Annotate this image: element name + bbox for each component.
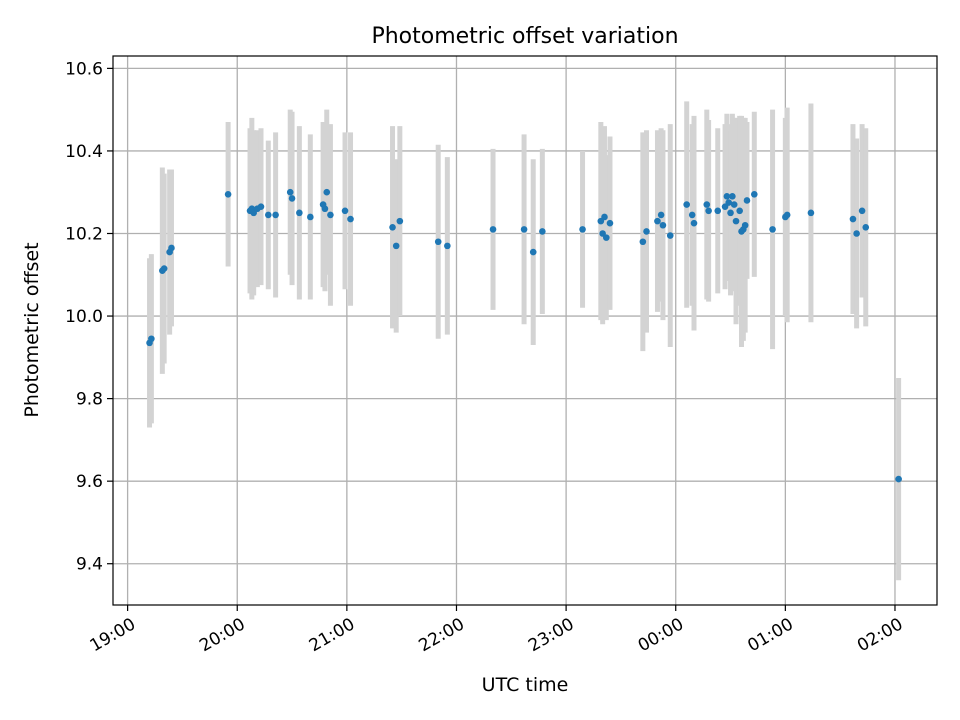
y-tick-label: 9.4 bbox=[76, 555, 103, 575]
data-points bbox=[146, 188, 902, 483]
data-point bbox=[729, 193, 736, 200]
data-point bbox=[539, 228, 546, 235]
data-point bbox=[264, 211, 272, 219]
data-point bbox=[657, 211, 665, 219]
data-point bbox=[736, 207, 743, 215]
x-axis-label: UTC time bbox=[482, 674, 569, 696]
data-point bbox=[321, 205, 329, 213]
data-point bbox=[683, 201, 690, 208]
data-point bbox=[741, 221, 749, 229]
data-point bbox=[849, 215, 857, 223]
data-point bbox=[168, 244, 175, 252]
data-point bbox=[688, 211, 696, 219]
data-point bbox=[666, 232, 674, 239]
data-point bbox=[769, 226, 776, 233]
data-point bbox=[389, 224, 396, 231]
data-point bbox=[807, 209, 815, 217]
y-tick-label: 10.2 bbox=[65, 224, 103, 244]
y-tick-label: 10.4 bbox=[65, 142, 103, 162]
data-point bbox=[286, 188, 294, 196]
plot-area-frame bbox=[112, 55, 938, 606]
y-tick-label: 10.6 bbox=[65, 59, 103, 79]
data-point bbox=[160, 265, 168, 272]
data-point bbox=[714, 207, 722, 215]
data-point bbox=[224, 190, 232, 198]
data-point bbox=[862, 224, 870, 231]
data-point bbox=[743, 197, 751, 204]
data-point bbox=[725, 199, 733, 206]
data-point bbox=[783, 211, 791, 219]
data-point bbox=[323, 188, 331, 196]
data-point bbox=[529, 248, 537, 256]
data-point bbox=[601, 213, 608, 221]
data-point bbox=[750, 190, 758, 198]
data-point bbox=[654, 217, 661, 225]
data-point bbox=[690, 219, 698, 227]
data-point bbox=[858, 207, 866, 215]
data-point bbox=[732, 217, 740, 225]
data-point bbox=[703, 201, 711, 208]
y-tick-label: 10.0 bbox=[65, 307, 103, 327]
data-point bbox=[727, 209, 734, 217]
chart-title: Photometric offset variation bbox=[371, 24, 678, 49]
data-point bbox=[639, 238, 647, 246]
data-point bbox=[257, 203, 265, 210]
data-point bbox=[853, 230, 860, 237]
data-point bbox=[347, 215, 354, 223]
data-point bbox=[489, 226, 497, 233]
data-point bbox=[434, 238, 442, 246]
data-point bbox=[296, 209, 303, 217]
y-tick-label: 9.6 bbox=[76, 472, 103, 492]
data-point bbox=[579, 226, 586, 233]
data-point bbox=[341, 207, 349, 215]
data-point bbox=[272, 211, 279, 219]
y-tick-label: 9.8 bbox=[76, 390, 103, 410]
data-point bbox=[327, 211, 334, 219]
data-point bbox=[895, 475, 902, 483]
data-point bbox=[444, 242, 451, 250]
data-point bbox=[392, 242, 400, 250]
data-point bbox=[606, 219, 614, 227]
data-point bbox=[723, 193, 731, 200]
data-point bbox=[396, 217, 404, 225]
data-point bbox=[659, 221, 667, 229]
data-point bbox=[307, 213, 314, 221]
data-point bbox=[288, 195, 296, 202]
data-point bbox=[603, 234, 610, 241]
data-point bbox=[705, 207, 712, 215]
data-point bbox=[730, 201, 738, 208]
y-axis-label: Photometric offset bbox=[21, 242, 43, 417]
y-axis: 9.4 9.6 9.8 10.0 10.2 10.4 10.6 bbox=[65, 59, 113, 575]
data-point bbox=[643, 228, 650, 235]
data-point bbox=[148, 335, 155, 343]
data-point bbox=[520, 226, 528, 233]
